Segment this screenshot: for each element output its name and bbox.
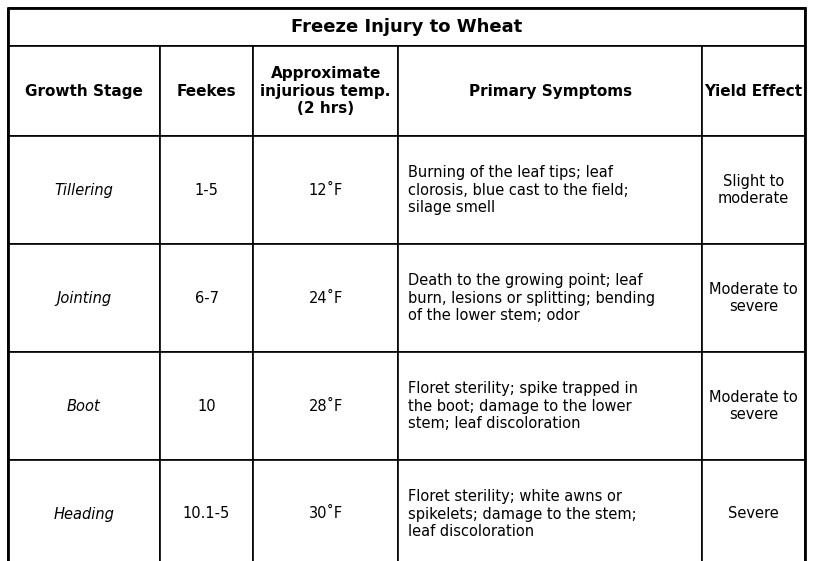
Text: 10.1-5: 10.1-5 — [183, 507, 230, 522]
Text: Heading: Heading — [54, 507, 115, 522]
Bar — [8, 352, 160, 460]
Bar — [253, 460, 398, 561]
Bar — [398, 460, 702, 561]
Bar — [8, 46, 160, 136]
Text: Floret sterility; spike trapped in
the boot; damage to the lower
stem; leaf disc: Floret sterility; spike trapped in the b… — [408, 381, 638, 431]
Text: 30˚F: 30˚F — [309, 507, 343, 522]
Text: Freeze Injury to Wheat: Freeze Injury to Wheat — [291, 18, 522, 36]
Text: 28˚F: 28˚F — [308, 398, 343, 413]
Text: Moderate to
severe: Moderate to severe — [709, 282, 798, 314]
Bar — [160, 46, 253, 136]
Bar — [702, 46, 805, 136]
Text: Feekes: Feekes — [176, 84, 237, 99]
Bar — [253, 244, 398, 352]
Text: Approximate
injurious temp.
(2 hrs): Approximate injurious temp. (2 hrs) — [260, 66, 391, 116]
Bar — [398, 244, 702, 352]
Bar — [160, 460, 253, 561]
Text: 12˚F: 12˚F — [308, 182, 343, 197]
Text: Jointing: Jointing — [56, 291, 111, 306]
Bar — [702, 352, 805, 460]
Text: 6-7: 6-7 — [194, 291, 219, 306]
Bar — [398, 46, 702, 136]
Text: Tillering: Tillering — [54, 182, 113, 197]
Text: Slight to
moderate: Slight to moderate — [718, 174, 789, 206]
Bar — [160, 352, 253, 460]
Bar — [253, 46, 398, 136]
Bar — [702, 136, 805, 244]
Bar — [702, 460, 805, 561]
Text: Primary Symptoms: Primary Symptoms — [468, 84, 632, 99]
Text: Severe: Severe — [728, 507, 779, 522]
Text: 24˚F: 24˚F — [308, 291, 343, 306]
Bar — [253, 352, 398, 460]
Text: Growth Stage: Growth Stage — [25, 84, 143, 99]
Bar — [8, 460, 160, 561]
Text: Floret sterility; white awns or
spikelets; damage to the stem;
leaf discoloratio: Floret sterility; white awns or spikelet… — [408, 489, 637, 539]
Text: Yield Effect: Yield Effect — [705, 84, 802, 99]
Bar — [8, 8, 805, 46]
Bar — [8, 244, 160, 352]
Bar — [160, 244, 253, 352]
Bar — [160, 136, 253, 244]
Text: Death to the growing point; leaf
burn, lesions or splitting; bending
of the lowe: Death to the growing point; leaf burn, l… — [408, 273, 655, 323]
Text: 10: 10 — [198, 398, 215, 413]
Bar — [253, 136, 398, 244]
Text: Burning of the leaf tips; leaf
clorosis, blue cast to the field;
silage smell: Burning of the leaf tips; leaf clorosis,… — [408, 165, 628, 215]
Bar — [8, 136, 160, 244]
Text: Boot: Boot — [67, 398, 101, 413]
Bar — [398, 136, 702, 244]
Text: 1-5: 1-5 — [194, 182, 219, 197]
Text: Moderate to
severe: Moderate to severe — [709, 390, 798, 422]
Bar — [702, 244, 805, 352]
Bar — [398, 352, 702, 460]
